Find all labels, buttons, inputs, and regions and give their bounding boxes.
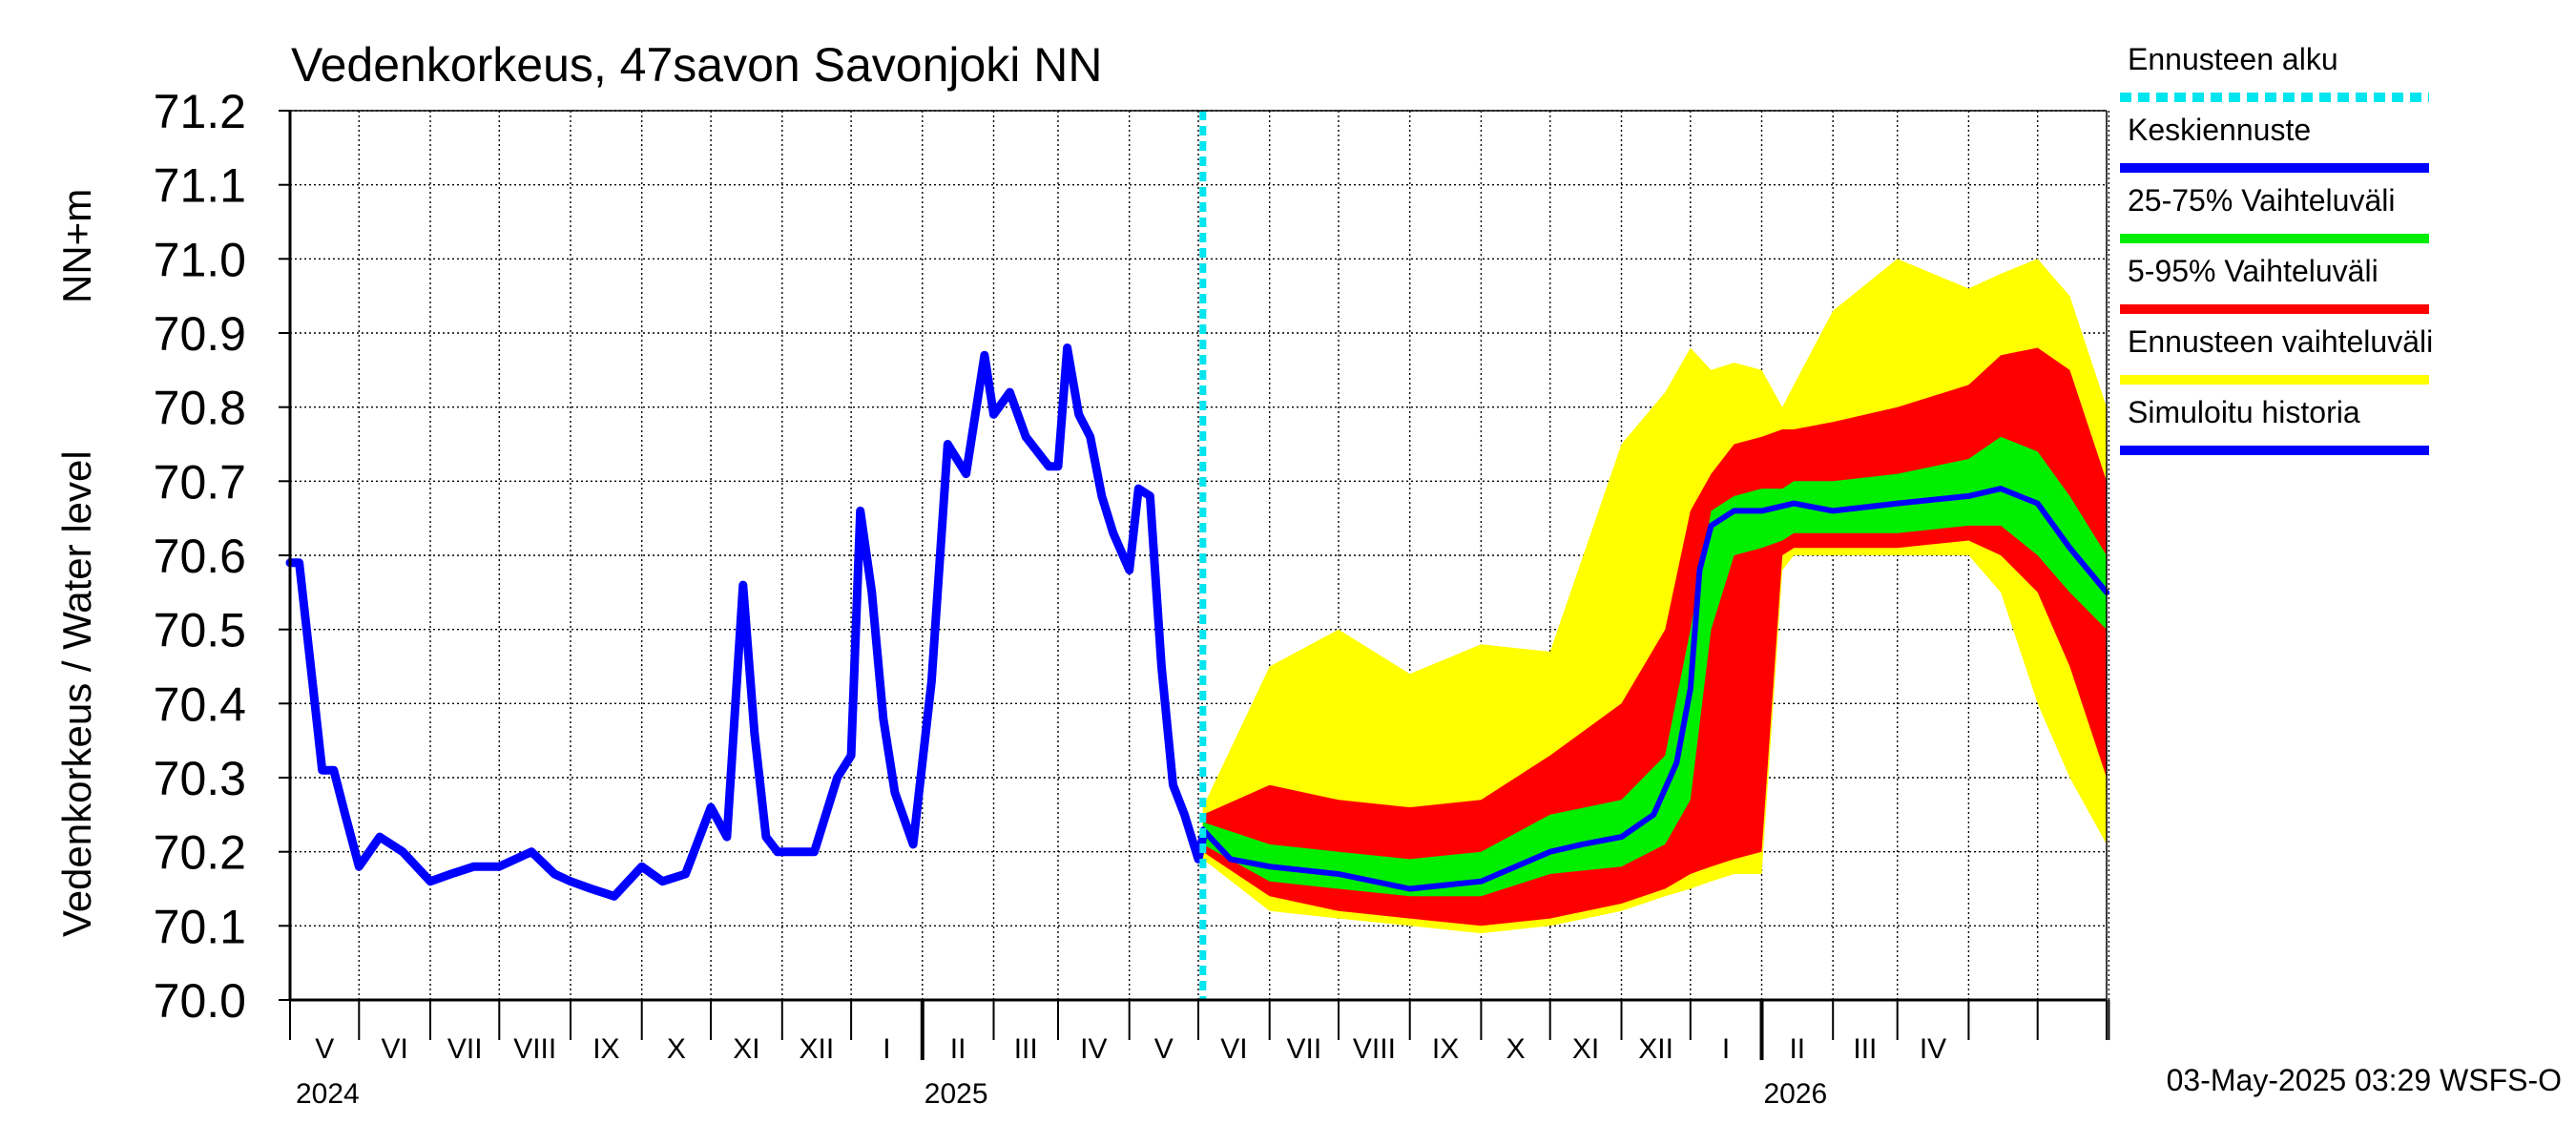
legend-label: Keskiennuste — [2128, 113, 2311, 147]
month-label: XI — [1572, 1033, 1599, 1065]
y-tick-label: 70.0 — [154, 974, 246, 1028]
month-label: VIII — [513, 1033, 556, 1065]
y-tick-label: 70.9 — [154, 307, 246, 361]
band-25-75 — [1202, 436, 2107, 897]
month-label: X — [667, 1033, 686, 1065]
month-label: I — [1722, 1033, 1730, 1065]
legend-label: Ennusteen vaihteluväli — [2128, 324, 2433, 359]
y-tick-label: 71.0 — [154, 233, 246, 286]
y-tick-label: 70.6 — [154, 530, 246, 583]
month-label: IV — [1080, 1033, 1107, 1065]
month-label: V — [1154, 1033, 1174, 1065]
legend: Ennusteen alku Keskiennuste 25-75% Vaihtel… — [2120, 42, 2433, 455]
month-labels: V VI VII VIII IX X XI XII I II III IV V VI VII VIII IX X X… — [315, 1033, 1946, 1065]
month-label: VI — [382, 1033, 408, 1065]
y-axis-label: Vedenkorkeus / Water level — [54, 450, 99, 937]
month-label: V — [315, 1033, 334, 1065]
month-label: II — [950, 1033, 966, 1065]
legend-label: Ennusteen alku — [2128, 42, 2338, 76]
y-tick-label: 71.1 — [154, 159, 246, 213]
y-tick-label: 71.2 — [154, 85, 246, 138]
y-tick-label: 70.3 — [154, 752, 246, 805]
month-label: VI — [1220, 1033, 1247, 1065]
month-label: I — [883, 1033, 890, 1065]
year-label: 2024 — [296, 1078, 360, 1110]
month-label: X — [1506, 1033, 1526, 1065]
y-axis-unit-label: NN+m — [54, 189, 99, 303]
legend-label: Simuloitu historia — [2128, 395, 2360, 429]
history-line — [285, 344, 1208, 901]
year-labels: 2024 2025 2026 — [296, 1078, 1827, 1110]
month-label: IV — [1920, 1033, 1946, 1065]
year-label: 2025 — [924, 1078, 988, 1110]
month-label: VIII — [1353, 1033, 1396, 1065]
y-tick-label: 70.7 — [154, 455, 246, 509]
month-label: III — [1014, 1033, 1038, 1065]
footer-timestamp: 03-May-2025 03:29 WSFS-O — [2167, 1063, 2562, 1097]
median-forecast-line — [1199, 486, 2109, 892]
month-label: VII — [447, 1033, 483, 1065]
month-label: XI — [733, 1033, 759, 1065]
chart-title: Vedenkorkeus, 47savon Savonjoki NN — [291, 38, 1103, 92]
month-label: IX — [592, 1033, 619, 1065]
y-tick-labels: 70.0 70.1 70.2 70.3 70.4 70.5 70.6 70.7 70.8 70.9… — [154, 85, 246, 1028]
y-tick-label: 70.5 — [154, 604, 246, 657]
legend-label: 25-75% Vaihteluväli — [2128, 183, 2395, 218]
month-label: II — [1789, 1033, 1805, 1065]
month-label: IX — [1432, 1033, 1459, 1065]
month-label: III — [1853, 1033, 1877, 1065]
y-tick-label: 70.4 — [154, 677, 246, 731]
series-lines — [285, 111, 2109, 1000]
year-label: 2026 — [1764, 1078, 1828, 1110]
y-tick-label: 70.2 — [154, 826, 246, 880]
month-label: XII — [1638, 1033, 1673, 1065]
axes — [279, 110, 2110, 1060]
legend-label: 5-95% Vaihteluväli — [2128, 254, 2379, 288]
y-tick-label: 70.1 — [154, 900, 246, 953]
month-label: XII — [800, 1033, 835, 1065]
month-label: VII — [1287, 1033, 1322, 1065]
y-tick-label: 70.8 — [154, 382, 246, 435]
forecast-bands — [1202, 259, 2107, 934]
